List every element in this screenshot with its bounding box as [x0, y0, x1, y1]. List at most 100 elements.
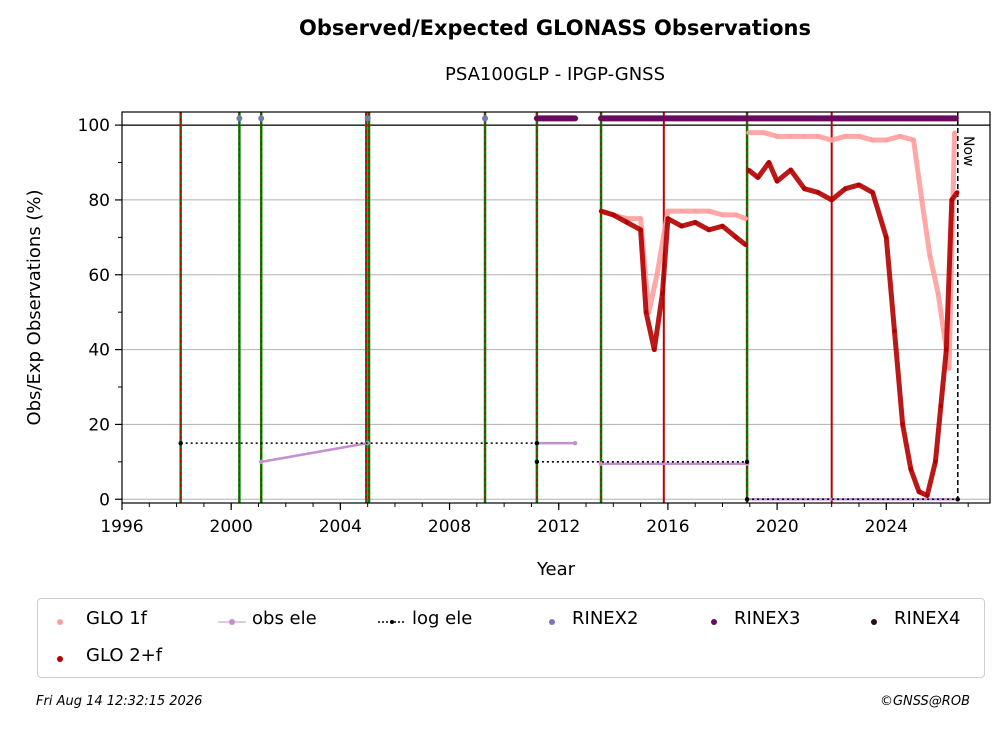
data-point: [919, 197, 924, 203]
data-point: [884, 137, 889, 143]
data-point: [746, 130, 751, 135]
data-point: [955, 190, 960, 195]
series-line: [260, 441, 368, 464]
footer-copyright: ©GNSS@ROB: [879, 694, 970, 709]
y-tick-label: 40: [88, 341, 110, 361]
x-tick-label: 2016: [646, 517, 689, 537]
data-point: [743, 242, 748, 248]
data-point: [944, 347, 949, 352]
data-point: [743, 216, 748, 221]
chart-subtitle: PSA100GLP - IPGP-GNSS: [444, 64, 666, 85]
data-point: [815, 134, 821, 139]
data-point: [693, 208, 698, 214]
data-point: [660, 291, 665, 296]
y-axis-label: Obs/Exp Observations (%): [24, 189, 45, 425]
data-point: [638, 216, 643, 221]
data-point: [938, 403, 944, 408]
data-point: [693, 220, 698, 225]
data-point: [761, 130, 766, 135]
data-point: [178, 440, 183, 446]
data-point: [572, 440, 578, 446]
x-axis-label: Year: [536, 559, 576, 580]
data-point: [665, 216, 671, 221]
data-point: [572, 116, 578, 121]
data-point: [706, 227, 712, 233]
data-point: [638, 227, 643, 233]
data-point: [802, 134, 807, 139]
data-point: [744, 459, 750, 465]
plot-frame: [121, 111, 991, 504]
data-point: [802, 186, 807, 191]
legend-label: log ele: [412, 608, 473, 629]
series-line: [746, 160, 960, 499]
chart-title: Observed/Expected GLONASS Observations: [299, 16, 811, 40]
legend-label: GLO 1f: [86, 608, 148, 629]
data-point: [908, 467, 914, 472]
data-point: [598, 116, 604, 121]
series-line: [600, 208, 748, 353]
y-tick-label: 60: [88, 266, 110, 286]
data-point: [679, 208, 684, 214]
y-tick-label: 0: [99, 490, 110, 510]
data-point: [766, 160, 772, 165]
data-point: [935, 291, 941, 296]
data-point: [788, 134, 793, 139]
axes-layer: Now 1996 2000 2004 2008 2012 2016 2020 2024 0 20 40…: [24, 111, 991, 580]
data-point: [946, 366, 952, 371]
x-tick-label: 2000: [210, 517, 253, 537]
data-point: [933, 459, 938, 465]
data-point: [534, 459, 540, 465]
data-point: [611, 212, 616, 218]
data-point: [624, 220, 630, 225]
data-point: [236, 115, 243, 122]
data-point: [843, 134, 848, 139]
data-point: [916, 489, 922, 494]
data-point: [598, 208, 604, 214]
series-glo-2-f: [598, 160, 960, 499]
series-rinex2: [236, 115, 489, 122]
y-tick-label: 20: [88, 415, 110, 435]
y-tick-label: 80: [88, 191, 110, 211]
data-point: [733, 212, 739, 218]
series-line: [748, 130, 958, 371]
data-point: [949, 197, 954, 203]
series-log-ele: [178, 440, 960, 502]
data-point: [870, 137, 875, 143]
data-point: [953, 116, 959, 121]
data-point: [755, 175, 761, 180]
footer-timestamp: Fri Aug 14 12:32:15 2026: [36, 694, 203, 709]
x-tick-label: 2008: [428, 517, 471, 537]
data-point: [927, 253, 933, 259]
data-point: [258, 115, 265, 122]
data-point: [652, 347, 657, 352]
data-point: [911, 137, 916, 143]
series-rinex3: [533, 115, 959, 122]
data-point: [733, 235, 739, 240]
legend: GLO 1f obs ele log ele RINEX2 RINEX3 RIN…: [37, 598, 985, 678]
legend-label: obs ele: [252, 608, 317, 629]
data-point: [364, 115, 371, 122]
data-point: [534, 116, 540, 121]
x-tick-label: 2024: [865, 517, 908, 537]
x-tick-label: 1996: [100, 517, 143, 537]
data-point: [925, 493, 930, 498]
data-point: [870, 190, 875, 195]
data-point: [259, 459, 264, 465]
data-point: [774, 179, 780, 184]
data-point: [706, 208, 712, 214]
data-point: [952, 130, 957, 135]
data-point: [900, 422, 905, 427]
data-point: [665, 208, 671, 214]
now-label: Now: [960, 136, 976, 167]
x-tick-label: 2004: [319, 517, 362, 537]
data-point: [829, 197, 834, 203]
data-point: [843, 186, 848, 191]
data-point: [884, 235, 889, 240]
legend-label: RINEX4: [894, 608, 961, 629]
data-point: [892, 328, 897, 334]
data-point: [955, 497, 960, 502]
legend-label: RINEX3: [734, 608, 801, 629]
series-obs-ele: [259, 440, 960, 502]
data-point: [788, 167, 793, 173]
